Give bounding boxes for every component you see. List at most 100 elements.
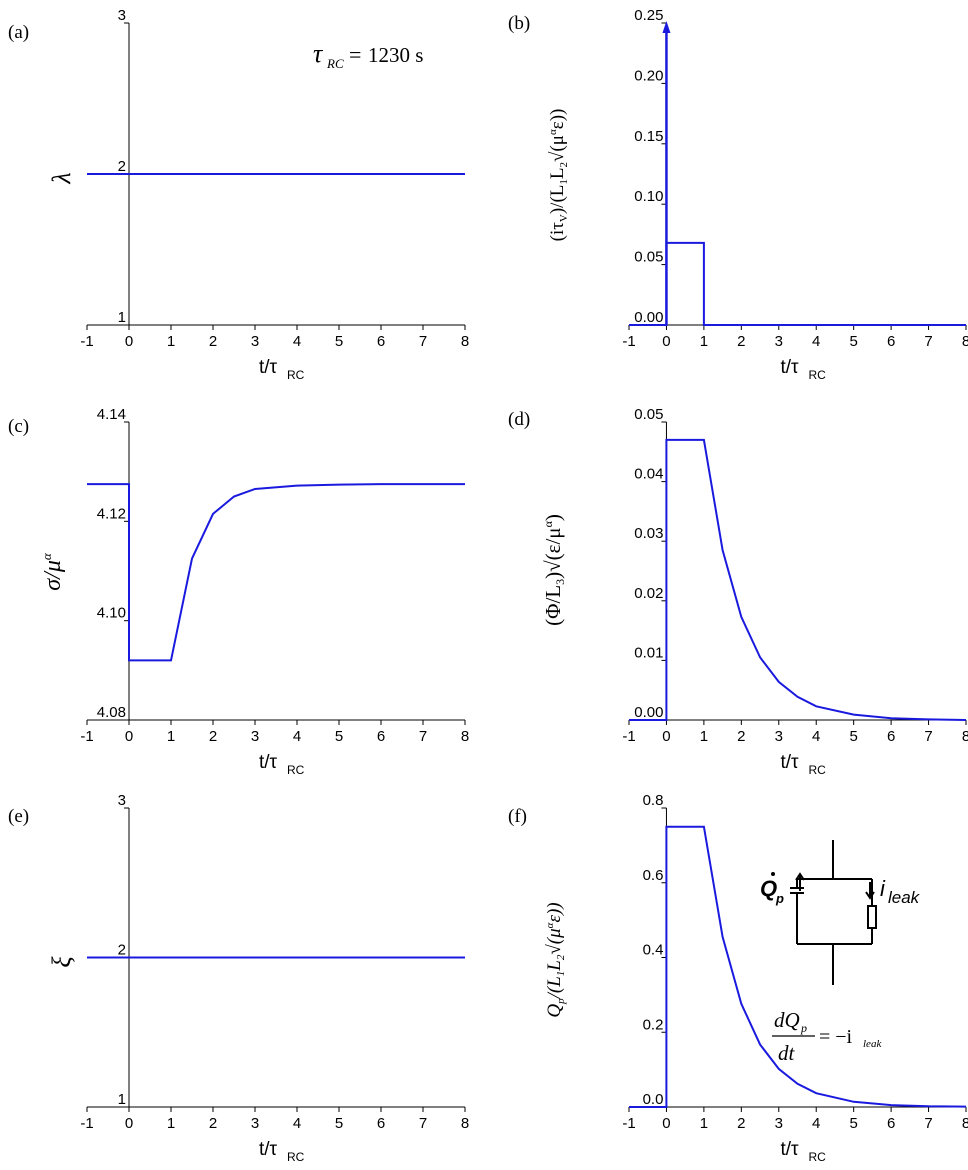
x-axis-label-sub-b: RC — [809, 368, 827, 382]
circuit-leak-sub: leak — [888, 888, 921, 907]
y-tick-label-b: 0.20 — [634, 67, 663, 84]
x-axis-label-sub-f: RC — [809, 1150, 827, 1164]
x-tick-label-e: 1 — [167, 1115, 175, 1132]
x-tick-label-d: 2 — [737, 728, 745, 745]
eq-rhs-sub: leak — [863, 1038, 882, 1050]
x-tick-label-c: 3 — [251, 728, 259, 745]
y-tick-label-d: 0.05 — [634, 406, 663, 423]
ylabel-b: (iτV)/(L1L2√(μαε)) — [547, 109, 570, 242]
x-tick-label-e: 2 — [209, 1115, 217, 1132]
x-tick-label-f: 5 — [849, 1115, 857, 1132]
x-tick-label-c: 8 — [461, 728, 469, 745]
x-axis-label-c: t/τ — [259, 752, 278, 773]
x-tick-label-f: 3 — [775, 1115, 783, 1132]
x-tick-label-e: 5 — [335, 1115, 343, 1132]
x-tick-label-b: 4 — [812, 333, 820, 350]
ylabel-d: (Φ/L3)√(ε/μα) — [541, 514, 567, 626]
eq-rhs: = −i — [819, 1026, 853, 1048]
x-tick-label-c: 5 — [335, 728, 343, 745]
x-tick-label-e: 4 — [293, 1115, 301, 1132]
chart-panel-d: (d) -1 0 1 2 3 4 5 6 7 8 0.00 0.01 0.02 0.03 0.04 0.05 t/… — [508, 406, 968, 777]
svg-text:(Φ/L3)√(ε/μα): (Φ/L3)√(ε/μα) — [541, 514, 567, 626]
panel-label-d: (d) — [508, 409, 530, 430]
circuit-inset: Q p i leak dQ p dt = −i leak — [760, 840, 921, 1065]
eq-numerator: dQ — [774, 1008, 800, 1032]
x-tick-label-f: 7 — [924, 1115, 932, 1132]
x-axis-label-b: t/τ — [780, 357, 799, 378]
x-tick-label-f: 6 — [887, 1115, 895, 1132]
x-tick-label-c: -1 — [80, 728, 93, 745]
x-tick-label-d: 4 — [812, 728, 820, 745]
tau-value: 1230 s — [368, 43, 423, 67]
x-tick-label-d: 6 — [887, 728, 895, 745]
y-tick-label-f: 0.6 — [643, 867, 664, 884]
x-tick-label-a: 7 — [419, 333, 427, 350]
x-tick-label-a: 4 — [293, 333, 301, 350]
y-tick-label-d: 0.04 — [634, 466, 663, 483]
x-tick-label-e: 0 — [125, 1115, 133, 1132]
x-tick-label-e: 6 — [377, 1115, 385, 1132]
x-axis-label-sub-a: RC — [287, 368, 305, 382]
x-axis-label-a: t/τ — [259, 357, 278, 378]
series-line-c-0 — [87, 483, 465, 662]
svg-text:RC: RC — [326, 56, 344, 71]
panel-label-e: (e) — [8, 806, 29, 827]
x-tick-label-c: 4 — [293, 728, 301, 745]
x-tick-label-b: 0 — [662, 333, 670, 350]
ylabel-f: Qp/(L1L2√(μαε)) — [544, 902, 567, 1017]
y-tick-label-a: 3 — [118, 7, 126, 24]
x-tick-label-f: -1 — [622, 1115, 635, 1132]
eq-denominator: dt — [778, 1041, 796, 1065]
x-tick-label-f: 1 — [700, 1115, 708, 1132]
x-axis-label-d: t/τ — [780, 752, 799, 773]
y-tick-label-b: 0.00 — [634, 309, 663, 326]
circuit-leak-label: i — [880, 876, 886, 901]
y-tick-label-f: 0.4 — [643, 942, 664, 959]
impulse-arrowhead-b — [662, 21, 671, 33]
x-tick-label-a: 6 — [377, 333, 385, 350]
x-tick-label-a: 8 — [461, 333, 469, 350]
y-tick-label-f: 0.2 — [643, 1016, 664, 1033]
x-tick-label-b: 2 — [737, 333, 745, 350]
series-line-f-0 — [629, 825, 967, 1108]
x-tick-label-d: -1 — [622, 728, 635, 745]
x-tick-label-c: 7 — [419, 728, 427, 745]
chart-panel-c: (c) -1 0 1 2 3 4 5 6 7 8 4.08 4.10 4.12 4.14 t/τ RC — [8, 406, 469, 777]
x-tick-label-d: 1 — [700, 728, 708, 745]
x-tick-label-b: 5 — [849, 333, 857, 350]
x-tick-label-e: 3 — [251, 1115, 259, 1132]
svg-text:λ: λ — [47, 172, 76, 184]
x-tick-label-b: 3 — [775, 333, 783, 350]
x-axis-label-f: t/τ — [780, 1139, 799, 1160]
circuit-source-sub: p — [775, 891, 784, 906]
y-tick-label-d: 0.03 — [634, 525, 663, 542]
y-tick-label-d: 0.00 — [634, 704, 663, 721]
x-tick-label-e: 7 — [419, 1115, 427, 1132]
y-tick-label-c: 4.10 — [97, 605, 126, 622]
x-tick-label-c: 0 — [125, 728, 133, 745]
x-tick-label-b: -1 — [622, 333, 635, 350]
y-tick-label-a: 2 — [118, 158, 126, 175]
y-tick-label-d: 0.01 — [634, 644, 663, 661]
x-tick-label-f: 2 — [737, 1115, 745, 1132]
svg-text:τ: τ — [313, 39, 324, 68]
panel-label-b: (b) — [508, 13, 530, 34]
x-tick-label-a: 5 — [335, 333, 343, 350]
y-tick-label-f: 0.8 — [643, 792, 664, 809]
series-line-b-0 — [629, 241, 966, 326]
svg-text:ξ: ξ — [47, 956, 76, 968]
x-tick-label-c: 6 — [377, 728, 385, 745]
x-axis-label-sub-d: RC — [809, 763, 827, 777]
x-tick-label-b: 8 — [962, 333, 968, 350]
x-tick-label-b: 1 — [700, 333, 708, 350]
x-tick-label-b: 7 — [924, 333, 932, 350]
panel-label-c: (c) — [8, 416, 29, 437]
x-tick-label-f: 0 — [662, 1115, 670, 1132]
ylabel-a: λ — [47, 172, 76, 184]
x-tick-label-c: 2 — [209, 728, 217, 745]
x-tick-label-a: -1 — [80, 333, 93, 350]
chart-panel-f: (f) -1 0 1 2 3 4 5 6 7 8 0.0 0.2 0.4 0.6 0.8 t/τ RC — [508, 792, 968, 1164]
x-tick-label-d: 8 — [962, 728, 968, 745]
x-axis-label-sub-c: RC — [287, 763, 305, 777]
y-tick-label-c: 4.08 — [97, 704, 126, 721]
